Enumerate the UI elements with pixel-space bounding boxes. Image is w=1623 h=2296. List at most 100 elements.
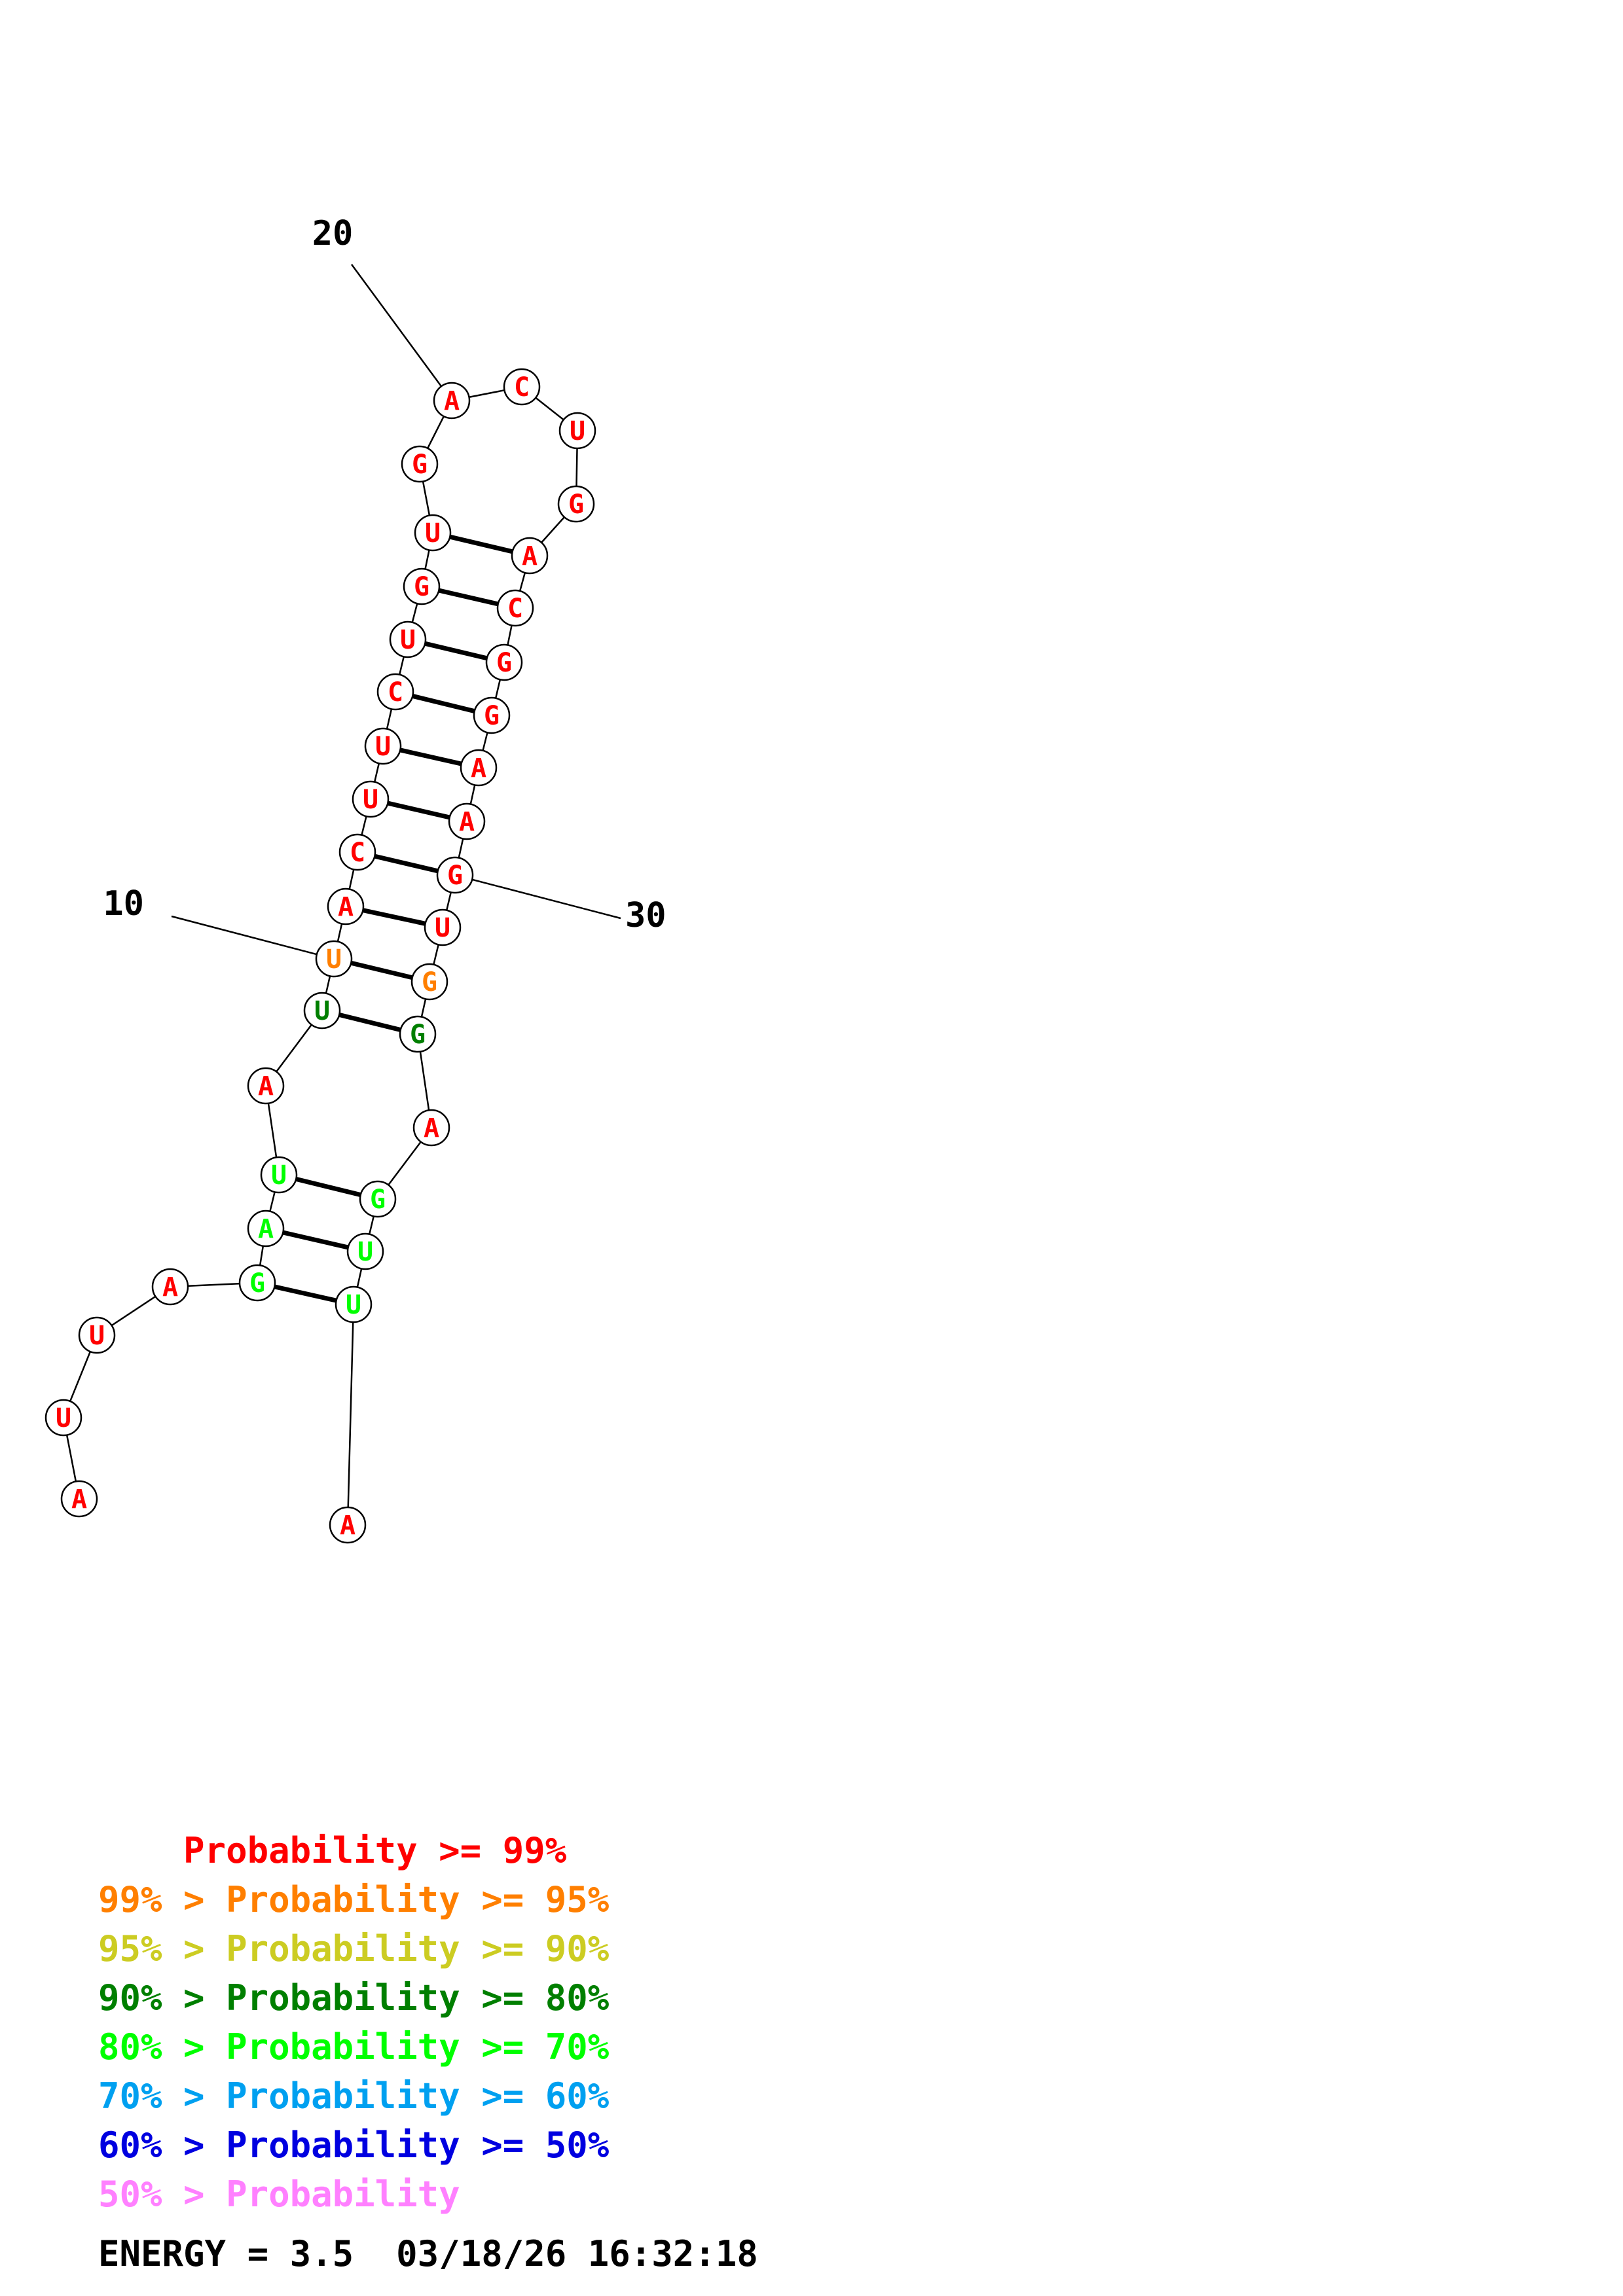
legend-row: 50% > Probability bbox=[98, 2170, 609, 2219]
nucleotide-13: U bbox=[352, 780, 390, 818]
nucleotide-circle bbox=[352, 780, 390, 818]
nucleotide-letter: G bbox=[422, 967, 437, 997]
nucleotide-circle bbox=[558, 412, 596, 450]
legend-text: Probability >= 70% bbox=[226, 2026, 610, 2068]
nucleotide-circle bbox=[414, 514, 452, 552]
nucleotide-20: A bbox=[433, 382, 471, 420]
nucleotide-circle bbox=[557, 485, 595, 523]
nucleotide-circle bbox=[412, 1109, 450, 1147]
backbone-segment bbox=[346, 1304, 355, 1526]
nucleotide-36: U bbox=[346, 1232, 384, 1270]
nucleotide-9: U bbox=[303, 992, 341, 1030]
nucleotide-circle bbox=[436, 856, 474, 894]
tick-label-10: 10 bbox=[103, 884, 144, 924]
nucleotide-circle bbox=[151, 1268, 189, 1306]
nucleotide-letter: A bbox=[424, 1113, 439, 1143]
nucleotide-circle bbox=[329, 1506, 367, 1544]
tick-line-30 bbox=[454, 874, 621, 920]
nucleotide-circle bbox=[403, 567, 441, 605]
nucleotide-38: A bbox=[329, 1506, 367, 1544]
nucleotide-24: A bbox=[511, 537, 549, 575]
nucleotide-circle bbox=[238, 1264, 276, 1302]
legend-text: Probability >= 95% bbox=[226, 1879, 610, 1920]
tick-line-10 bbox=[171, 915, 335, 960]
legend-prefix: 95% > bbox=[98, 1928, 227, 1969]
nucleotide-letter: U bbox=[357, 1237, 373, 1267]
nucleotide-letter: U bbox=[570, 416, 585, 446]
legend-text: Probability >= 99% bbox=[183, 1830, 567, 1871]
nucleotide-letter: U bbox=[271, 1160, 287, 1191]
nucleotide-14: U bbox=[364, 727, 402, 765]
legend-row: 95% > Probability >= 90% bbox=[98, 1924, 609, 1973]
nucleotide-circle bbox=[460, 749, 498, 787]
nucleotide-letter: C bbox=[350, 838, 365, 868]
nucleotide-17: G bbox=[403, 567, 441, 605]
nucleotide-18: U bbox=[414, 514, 452, 552]
nucleotide-circle bbox=[303, 992, 341, 1030]
nucleotide-8: A bbox=[247, 1067, 285, 1105]
nucleotide-letter: G bbox=[412, 450, 428, 480]
nucleotide-circle bbox=[315, 940, 353, 978]
nucleotide-circle bbox=[260, 1156, 298, 1194]
nucleotide-11: A bbox=[327, 888, 365, 925]
nucleotide-33: G bbox=[399, 1015, 437, 1053]
nucleotide-circle bbox=[496, 589, 534, 627]
legend-row: 99% > Probability >= 95% bbox=[98, 1875, 609, 1924]
nucleotide-circle bbox=[389, 620, 427, 658]
legend-text: Probability >= 80% bbox=[226, 1977, 610, 2018]
nucleotide-circle bbox=[78, 1316, 116, 1354]
nucleotide-letter: U bbox=[326, 944, 342, 975]
nucleotide-letter: C bbox=[388, 677, 403, 708]
legend-prefix: 50% > bbox=[98, 2174, 227, 2215]
nucleotide-circle bbox=[327, 888, 365, 925]
nucleotide-29: A bbox=[448, 802, 486, 840]
nucleotide-15: C bbox=[376, 673, 414, 711]
nucleotide-letter: U bbox=[314, 996, 330, 1026]
nucleotide-letter: U bbox=[435, 913, 450, 943]
nucleotide-letter: A bbox=[258, 1214, 274, 1244]
nucleotide-circle bbox=[511, 537, 549, 575]
nucleotide-circle bbox=[335, 1285, 373, 1323]
nucleotide-circle bbox=[448, 802, 486, 840]
nucleotide-letter: U bbox=[363, 785, 378, 815]
nucleotide-letter: U bbox=[375, 732, 391, 762]
tick-layer: 10 20 30 bbox=[103, 214, 666, 960]
nucleotide-37: U bbox=[335, 1285, 373, 1323]
nucleotide-letter: G bbox=[568, 490, 584, 520]
legend-text: Probability bbox=[226, 2174, 460, 2215]
nucleotide-circle bbox=[247, 1067, 285, 1105]
nucleotide-4: A bbox=[151, 1268, 189, 1306]
timestamp: 03/18/26 16:32:18 bbox=[396, 2233, 758, 2274]
nucleotide-circle bbox=[60, 1480, 98, 1518]
nucleotide-6: A bbox=[247, 1210, 285, 1247]
nucleotide-circle bbox=[473, 696, 511, 734]
legend-text: Probability >= 90% bbox=[226, 1928, 610, 1969]
nucleotide-letter: G bbox=[410, 1020, 426, 1050]
nucleotide-28: A bbox=[460, 749, 498, 787]
nucleotide-letter: U bbox=[400, 625, 416, 655]
nucleotide-10: U bbox=[315, 940, 353, 978]
nucleotide-25: C bbox=[496, 589, 534, 627]
nucleotide-circle bbox=[45, 1399, 82, 1437]
nucleotide-34: A bbox=[412, 1109, 450, 1147]
legend-row: 70% > Probability >= 60% bbox=[98, 2072, 609, 2121]
nucleotide-letter: U bbox=[56, 1403, 71, 1433]
nucleotide-circle bbox=[503, 368, 541, 406]
legend-prefix: 99% > bbox=[98, 1879, 227, 1920]
legend-prefix bbox=[98, 1830, 183, 1871]
nucleotide-letter: A bbox=[71, 1484, 87, 1515]
nucleotide-letter: A bbox=[258, 1071, 274, 1102]
energy-value: ENERGY = 3.5 bbox=[98, 2233, 354, 2274]
nucleotide-circle bbox=[485, 643, 523, 681]
nucleotide-letter: A bbox=[340, 1511, 356, 1541]
nucleotide-circle bbox=[401, 445, 439, 483]
nucleotide-letter: C bbox=[514, 372, 530, 403]
nucleotide-circle bbox=[338, 833, 376, 871]
nucleotide-letter: A bbox=[471, 753, 486, 783]
nucleotide-22: U bbox=[558, 412, 596, 450]
nucleotide-circle bbox=[433, 382, 471, 420]
nucleotide-letter: U bbox=[425, 518, 441, 548]
legend-row: 60% > Probability >= 50% bbox=[98, 2121, 609, 2170]
nucleotide-letter: A bbox=[338, 892, 354, 922]
